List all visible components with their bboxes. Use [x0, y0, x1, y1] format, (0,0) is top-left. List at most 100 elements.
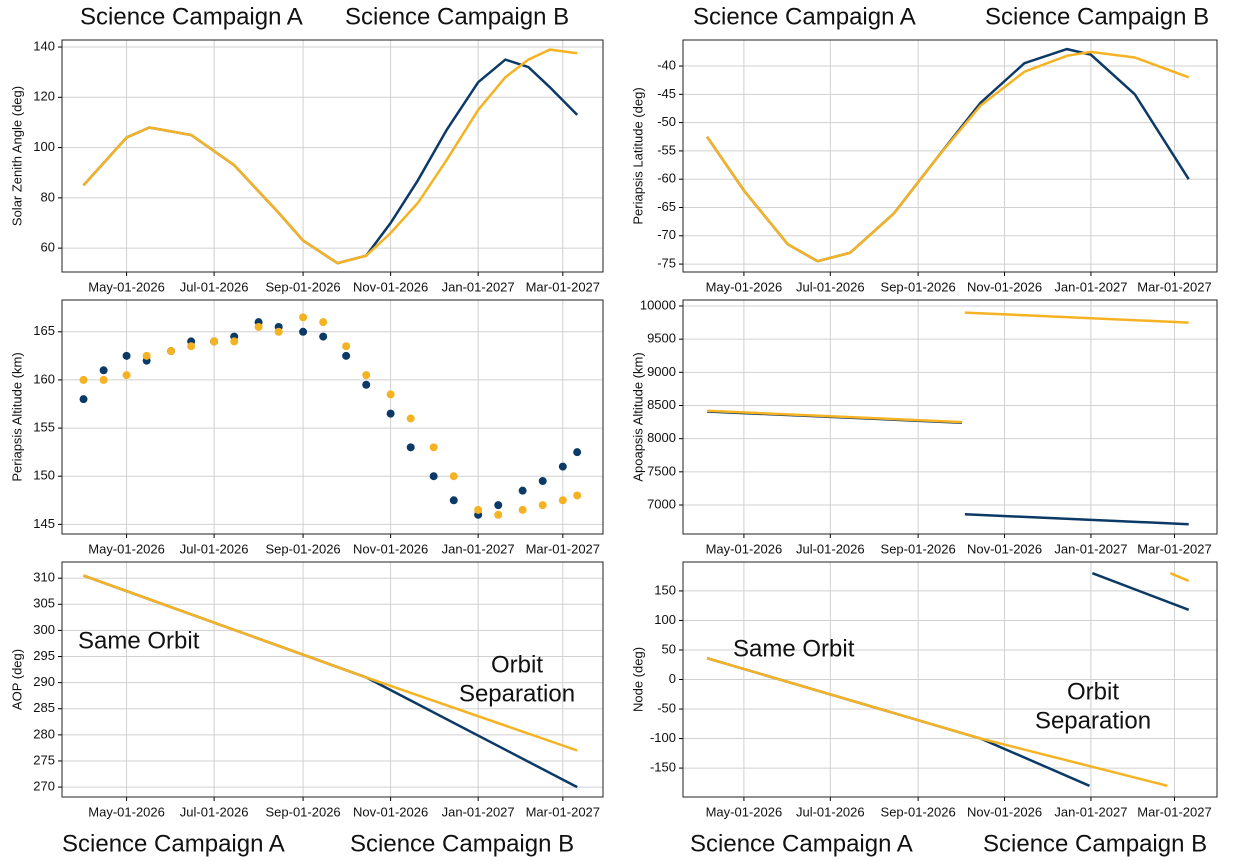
- scatter-point: [494, 510, 503, 519]
- y-tick-label: 7500: [647, 463, 676, 478]
- axes-frame: [61, 561, 604, 798]
- y-tick-label: 50: [662, 641, 676, 656]
- scatter-point: [573, 491, 582, 500]
- x-tick-label: Nov-01-2026: [353, 804, 428, 819]
- scatter-point: [319, 332, 328, 341]
- x-tick-label: Mar-01-2027: [1137, 279, 1211, 294]
- x-tick-label: Jan-01-2027: [442, 279, 515, 294]
- scatter-point: [210, 337, 219, 346]
- y-tick-label: 9500: [647, 331, 676, 346]
- x-tick-label: Sep-01-2026: [881, 279, 956, 294]
- y-tick-label: 9000: [647, 364, 676, 379]
- x-tick-label: May-01-2026: [88, 541, 165, 556]
- scatter-point: [538, 501, 547, 510]
- y-tick-label: -100: [650, 730, 676, 745]
- series-line: [707, 410, 1189, 526]
- y-tick-label: 145: [33, 516, 55, 531]
- y-tick-label: 7000: [647, 496, 676, 511]
- y-tick-label: 60: [41, 240, 55, 255]
- campaign-label: Science Campaign B: [350, 830, 574, 857]
- scatter-point: [299, 327, 308, 336]
- x-tick-label: Nov-01-2026: [967, 804, 1042, 819]
- x-tick-label: Mar-01-2027: [526, 279, 600, 294]
- y-tick-label: -150: [650, 760, 676, 775]
- x-tick-label: May-01-2026: [88, 279, 165, 294]
- scatter-point: [99, 366, 108, 375]
- x-tick-label: May-01-2026: [706, 279, 783, 294]
- y-tick-label: -60: [657, 171, 676, 186]
- scatter-point: [449, 472, 458, 481]
- series-line: [83, 574, 578, 752]
- scatter-point: [254, 322, 263, 331]
- x-tick-label: Jan-01-2027: [442, 541, 515, 556]
- scatter-point: [474, 505, 483, 514]
- y-tick-label: -50: [657, 700, 676, 715]
- y-tick-label: -65: [657, 199, 676, 214]
- annotation: Same Orbit: [78, 627, 200, 654]
- axes-frame: [61, 39, 604, 273]
- x-tick-label: Nov-01-2026: [353, 279, 428, 294]
- campaign-label: Science Campaign A: [62, 830, 285, 857]
- campaign-label: Science Campaign A: [80, 3, 303, 30]
- scatter-point: [386, 409, 395, 418]
- scatter-point: [79, 375, 88, 384]
- scatter-point: [494, 501, 503, 510]
- y-tick-label: 165: [33, 323, 55, 338]
- y-tick-label: -45: [657, 86, 676, 101]
- annotation: Separation: [459, 680, 575, 707]
- series-line: [82, 58, 579, 265]
- y-tick-label: 80: [41, 189, 55, 204]
- y-axis-label: Node (deg): [630, 647, 645, 712]
- scatter-point: [429, 472, 438, 481]
- y-tick-label: 100: [654, 612, 676, 627]
- x-tick-label: Mar-01-2027: [1137, 804, 1211, 819]
- scatter-point: [230, 337, 239, 346]
- x-tick-label: Mar-01-2027: [526, 541, 600, 556]
- x-tick-label: Nov-01-2026: [967, 279, 1042, 294]
- y-tick-label: 150: [33, 468, 55, 483]
- y-tick-label: -55: [657, 142, 676, 157]
- x-tick-label: Nov-01-2026: [967, 541, 1042, 556]
- y-tick-label: -75: [657, 256, 676, 271]
- scatter-point: [558, 496, 567, 505]
- x-tick-label: May-01-2026: [706, 804, 783, 819]
- scatter-point: [518, 505, 527, 514]
- scatter-point: [573, 448, 582, 457]
- x-tick-label: May-01-2026: [706, 541, 783, 556]
- scatter-point: [518, 486, 527, 495]
- scatter-point: [99, 375, 108, 384]
- scatter-point: [142, 351, 151, 360]
- y-tick-label: 160: [33, 371, 55, 386]
- y-axis-label: Periapsis Altitude (km): [9, 352, 24, 481]
- series-line: [707, 311, 1189, 424]
- scatter-point: [167, 347, 176, 356]
- y-tick-label: 8000: [647, 430, 676, 445]
- annotation: Separation: [1035, 707, 1151, 734]
- y-tick-label: 150: [654, 582, 676, 597]
- series-line: [706, 572, 1190, 788]
- scatter-point: [362, 380, 371, 389]
- scatter-point: [406, 414, 415, 423]
- campaign-label: Science Campaign B: [983, 830, 1207, 857]
- x-tick-label: Jul-01-2026: [180, 541, 249, 556]
- y-axis-label: Periapsis Latitude (deg): [630, 87, 645, 224]
- axes-frame: [682, 39, 1218, 273]
- x-tick-label: Jan-01-2027: [1054, 804, 1127, 819]
- y-axis-label: Solar Zenith Angle (deg): [9, 86, 24, 226]
- x-tick-label: Jan-01-2027: [1054, 279, 1127, 294]
- series-line: [706, 50, 1190, 263]
- x-tick-label: May-01-2026: [88, 804, 165, 819]
- scatter-point: [187, 342, 196, 351]
- scatter-point: [558, 462, 567, 471]
- x-tick-label: Nov-01-2026: [353, 541, 428, 556]
- y-tick-label: 0: [669, 671, 676, 686]
- y-tick-label: 290: [33, 674, 55, 689]
- scatter-point: [538, 477, 547, 486]
- scatter-point: [342, 342, 351, 351]
- y-tick-label: 280: [33, 726, 55, 741]
- axes-frame: [682, 561, 1218, 798]
- scatter-point: [342, 351, 351, 360]
- y-tick-label: -40: [657, 57, 676, 72]
- scatter-point: [122, 351, 131, 360]
- x-tick-label: Sep-01-2026: [265, 279, 340, 294]
